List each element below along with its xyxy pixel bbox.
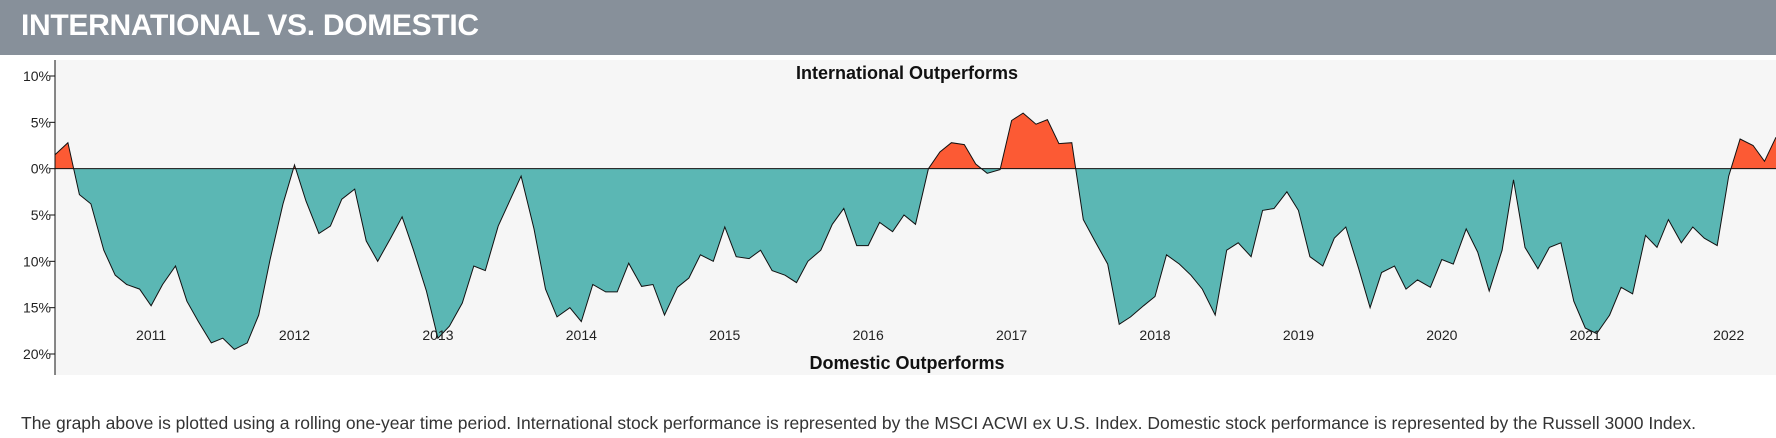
x-tick-label: 2022 <box>1713 327 1744 343</box>
y-tick-label: 5% <box>31 207 51 223</box>
caption: The graph above is plotted using a rolli… <box>21 413 1697 433</box>
international-outperform-area <box>1000 113 1076 169</box>
series-line <box>54 112 1776 351</box>
x-tick-label: 2017 <box>996 327 1027 343</box>
domestic-outperform-area <box>73 168 294 350</box>
y-axis-ticks: 10% 5% 0% 5% 10% 15% 20% <box>23 68 55 362</box>
x-tick-label: 2019 <box>1283 327 1314 343</box>
y-tick-label: 10% <box>23 253 51 269</box>
x-tick-label: 2021 <box>1570 327 1601 343</box>
domestic-outperform-area <box>295 168 929 339</box>
y-tick-label: 0% <box>31 161 51 177</box>
chart: 10%5%0%5%10%15%20% 2011 2012 2013 2014 2015 2… <box>23 60 1776 375</box>
x-tick-label: 2020 <box>1426 327 1457 343</box>
header-banner: INTERNATIONAL VS. DOMESTIC <box>0 0 1776 55</box>
page-title: INTERNATIONAL VS. DOMESTIC <box>21 9 479 42</box>
y-tick-label: 10% <box>23 68 51 84</box>
international-outperform-area <box>928 142 982 169</box>
annotation-international: International Outperforms <box>796 63 1018 83</box>
domestic-outperform-area <box>1075 168 1731 334</box>
x-axis-ticks: 2011 2012 2013 2014 2015 2016 2017 2018 2019 2020… <box>136 327 1744 343</box>
y-tick-label: 15% <box>23 300 51 316</box>
x-tick-label: 2011 <box>136 327 166 343</box>
x-tick-label: 2014 <box>566 327 597 343</box>
x-tick-label: 2012 <box>279 327 310 343</box>
x-tick-label: 2016 <box>853 327 884 343</box>
x-tick-label: 2018 <box>1139 327 1170 343</box>
annotation-domestic: Domestic Outperforms <box>809 353 1004 373</box>
x-tick-label: 2015 <box>709 327 740 343</box>
y-tick-label: 20% <box>23 346 51 362</box>
x-tick-label: 2013 <box>422 327 453 343</box>
area-layer <box>54 112 1776 351</box>
y-tick-label: 5% <box>31 114 51 130</box>
